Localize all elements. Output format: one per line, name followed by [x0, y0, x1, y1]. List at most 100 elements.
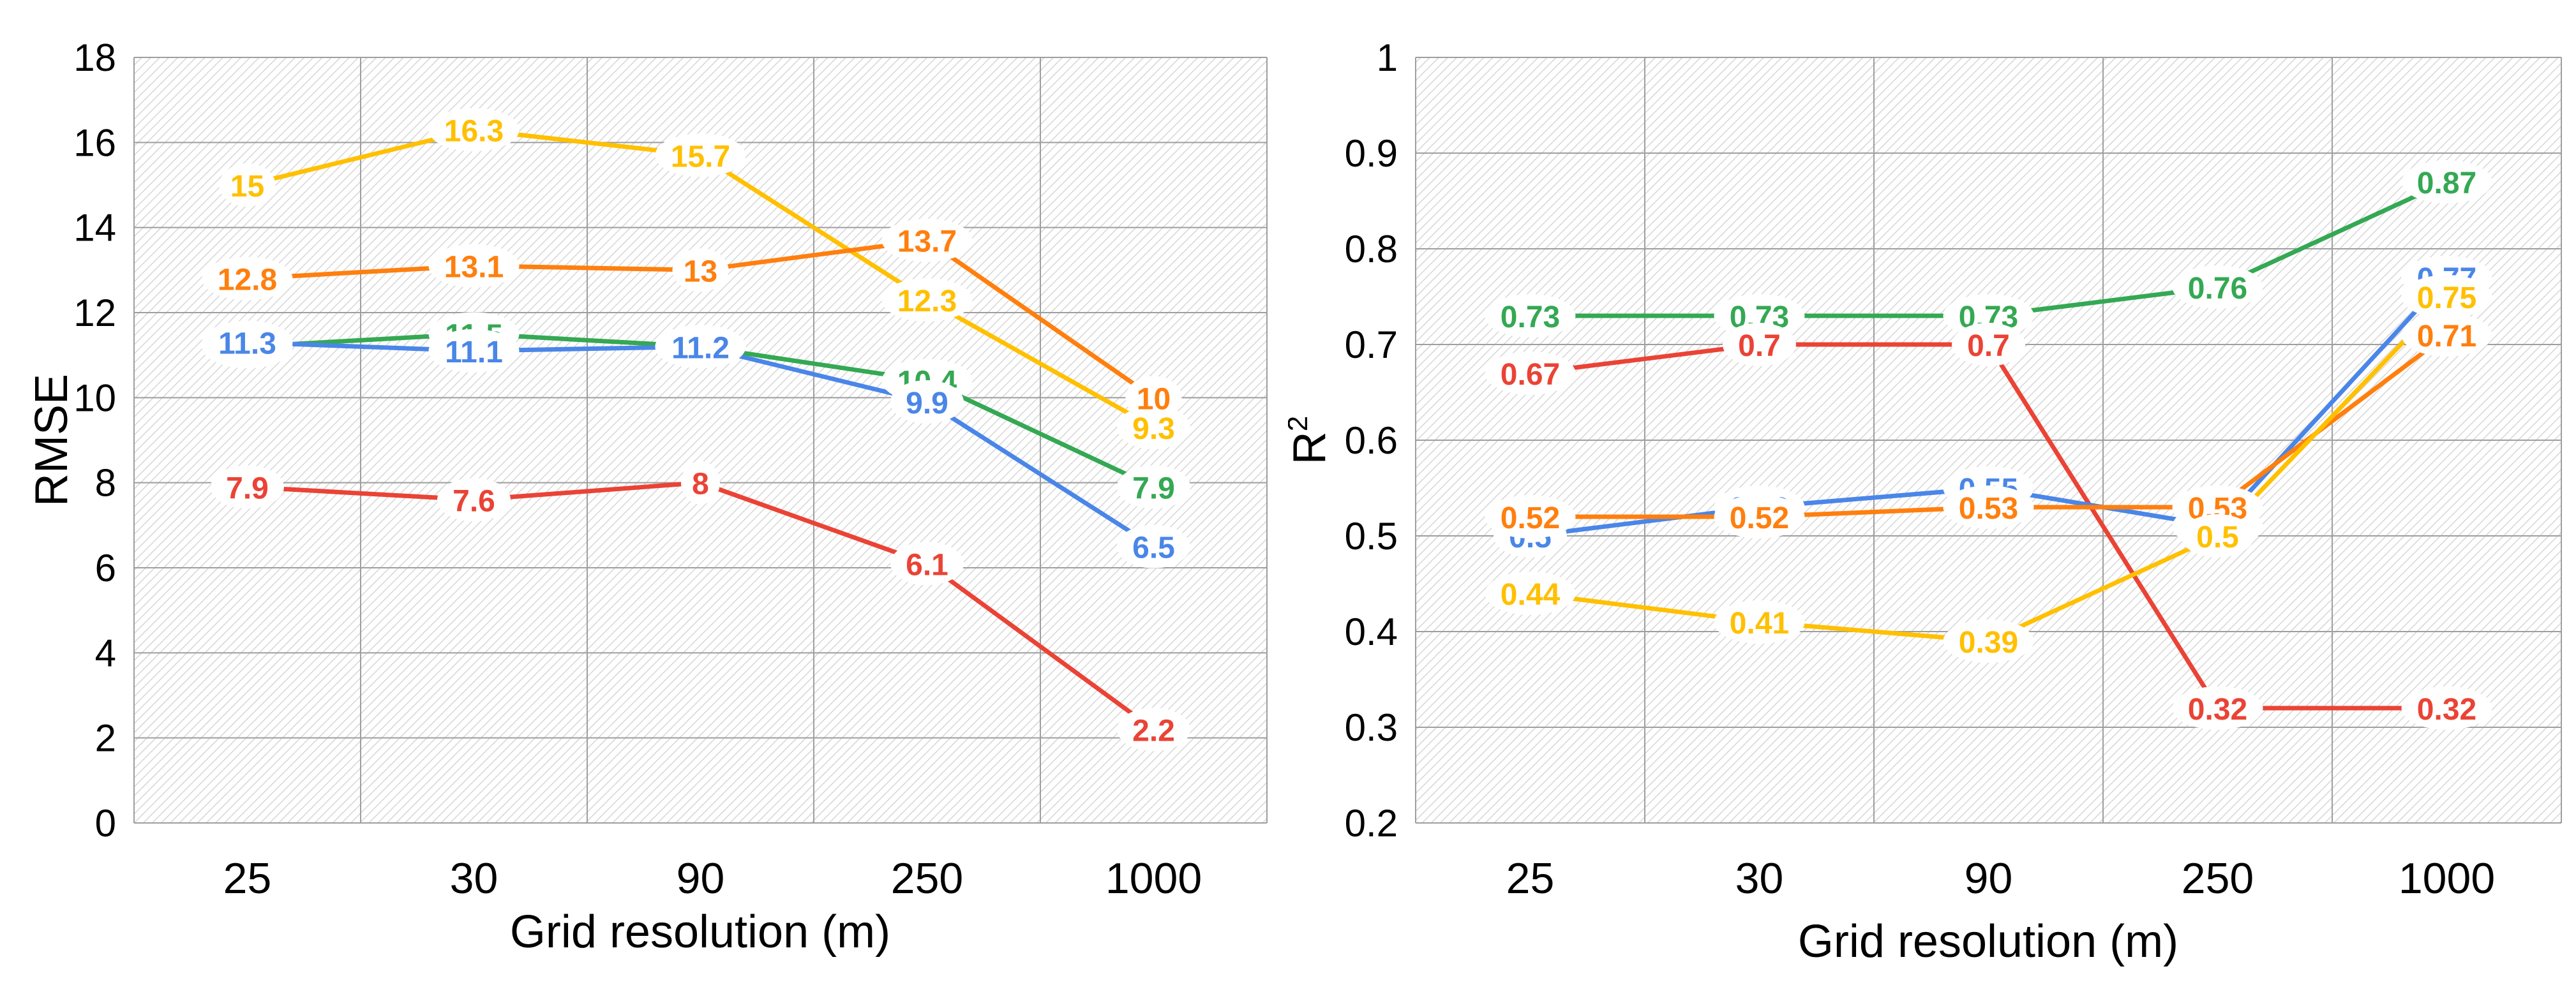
x-tick-label: 250 [891, 854, 963, 903]
data-label-bg [1485, 294, 1576, 337]
y-axis-title: R2 [1288, 416, 1335, 464]
data-label-bg [681, 461, 720, 505]
y-axis-title: RMSE [26, 374, 77, 507]
y-tick-label: 4 [95, 632, 116, 674]
data-label: 0.67 [1501, 358, 1560, 392]
data-label: 0.39 [1959, 626, 2018, 660]
data-label-bg [1117, 465, 1190, 509]
data-label-bg [1714, 495, 1805, 538]
data-label-bg [1714, 294, 1805, 337]
data-label: 16.3 [444, 114, 504, 148]
data-label: 0.32 [2188, 693, 2247, 727]
y-axis-title-superscript: 2 [1288, 416, 1314, 431]
data-label: 11.3 [218, 327, 276, 361]
data-label-bg [428, 108, 520, 152]
data-label: 0.73 [1501, 300, 1560, 334]
x-tick-label: 250 [2182, 854, 2254, 903]
data-label: 10 [1137, 382, 1171, 416]
y-tick-label: 0 [95, 802, 116, 845]
data-label-bg [2181, 514, 2254, 558]
x-tick-label: 1000 [2399, 854, 2495, 903]
data-label-bg [2401, 313, 2492, 357]
y-tick-label: 0.8 [1345, 228, 1398, 270]
data-label: 0.32 [2417, 693, 2476, 727]
data-label: 12.8 [218, 263, 277, 297]
y-tick-label: 0.5 [1345, 515, 1398, 558]
data-label-bg [1943, 619, 2034, 663]
data-label: 0.76 [2188, 272, 2247, 306]
plot-area [134, 57, 1267, 823]
data-label: 13 [684, 255, 717, 288]
data-labels: 0.73 0.73 0.730.760.870.670.7 0.70.32 0.320.… [1485, 160, 2492, 730]
data-label: 0.7 [1967, 329, 2010, 363]
y-tick-label: 0.4 [1345, 611, 1398, 653]
data-label-bg [655, 133, 746, 177]
data-label-bg [1117, 406, 1190, 449]
data-label-bg [672, 248, 729, 292]
data-label-bg [1943, 485, 2034, 529]
y-axis-title-base: R [1288, 431, 1335, 464]
rmse-chart: 0 2 4 6 8 10 12 14 16 18 25 30 90 250 1000 15 16.3 15.7… [26, 36, 1268, 958]
data-label-bg [437, 478, 511, 522]
data-label-bg [2401, 275, 2492, 318]
r2-chart: 0.20.30.40.50.60.70.80.91 25 30 90 250 1000 … [1288, 36, 2562, 967]
y-tick-label: 10 [73, 376, 116, 419]
x-axis-ticks: 25 30 90 250 1000 [1506, 854, 2495, 903]
y-tick-label: 1 [1377, 36, 1398, 79]
data-label: 0.52 [1730, 501, 1789, 535]
data-label-bg [211, 465, 284, 509]
y-axis-ticks: 0 2 4 6 8 10 12 14 16 18 [73, 36, 116, 845]
data-label-bg [655, 325, 746, 369]
data-label-bg [1943, 294, 2034, 337]
data-label-bg [202, 256, 293, 300]
data-label: 0.7 [1738, 329, 1781, 363]
data-label-bg [2172, 485, 2263, 529]
data-label-bg [1714, 600, 1805, 644]
data-label: 6.1 [906, 548, 948, 582]
x-tick-label: 25 [223, 854, 272, 903]
x-tick-label: 25 [1506, 854, 1555, 903]
y-tick-label: 6 [95, 547, 116, 589]
data-label: 6.5 [1132, 531, 1175, 565]
x-tick-label: 30 [450, 854, 498, 903]
y-tick-label: 0.3 [1345, 706, 1398, 749]
data-label: 0.5 [2196, 521, 2239, 554]
data-label-bg [1117, 707, 1190, 752]
data-label: 0.41 [1730, 607, 1789, 641]
data-label-bg [2401, 160, 2492, 204]
x-axis-ticks: 25 30 90 250 1000 [223, 854, 1202, 903]
y-tick-label: 2 [95, 717, 116, 760]
data-label: 7.9 [226, 471, 269, 505]
data-label: 7.6 [453, 484, 495, 518]
data-label-bg [2172, 265, 2263, 309]
data-label: 8 [692, 468, 709, 501]
data-label: 12.3 [897, 285, 957, 318]
data-label-bg [202, 320, 293, 364]
data-label-bg [2172, 686, 2263, 730]
data-label-bg [890, 380, 964, 424]
y-tick-label: 8 [95, 462, 116, 505]
data-label: 2.2 [1132, 714, 1175, 748]
y-tick-label: 0.9 [1345, 132, 1398, 175]
data-label-bg [1952, 323, 2025, 366]
y-tick-label: 0.7 [1345, 323, 1398, 366]
y-tick-label: 18 [73, 36, 116, 79]
data-labels: 1516.315.712.39.312.813.11313.71011.211.… [202, 108, 1190, 752]
data-label: 11.2 [671, 331, 730, 365]
y-tick-label: 16 [73, 121, 116, 164]
data-label: 15.7 [671, 140, 730, 174]
y-tick-label: 14 [73, 207, 116, 249]
x-axis-title: Grid resolution (m) [510, 907, 890, 958]
data-label-bg [1485, 352, 1576, 395]
data-label: 11.1 [445, 336, 503, 369]
x-axis-title: Grid resolution (m) [1798, 916, 2178, 967]
data-label: 0.87 [2417, 167, 2476, 200]
data-label-bg [1485, 495, 1576, 538]
data-label-bg [219, 163, 276, 207]
y-tick-label: 12 [73, 292, 116, 334]
data-label-bg [890, 542, 964, 586]
x-tick-label: 1000 [1105, 854, 1202, 903]
data-label-bg [1117, 524, 1190, 568]
data-label-bg [881, 218, 973, 262]
data-label: 0.53 [1959, 492, 2018, 526]
